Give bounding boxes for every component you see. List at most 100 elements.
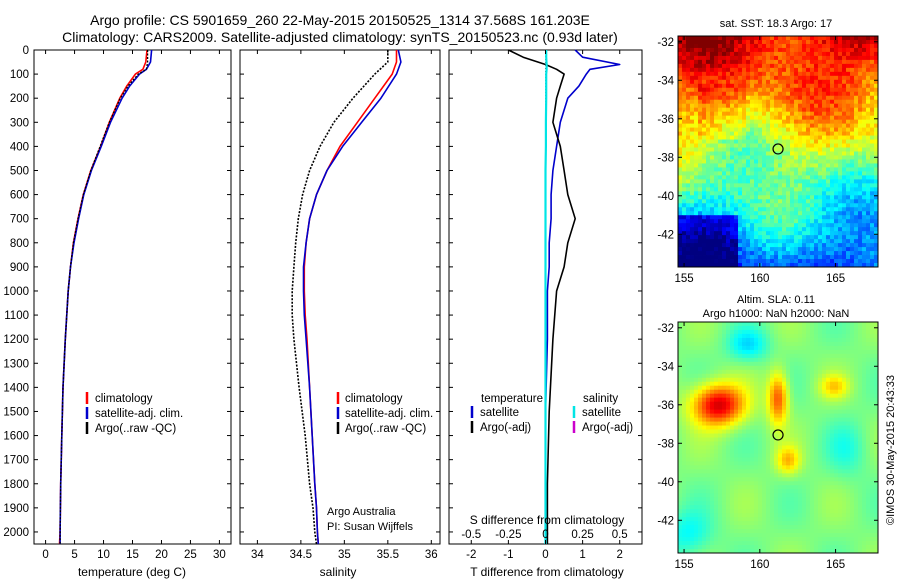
map-cell	[778, 107, 783, 113]
map-cell	[750, 83, 755, 89]
map-cell	[742, 171, 747, 176]
map-cell	[870, 397, 875, 403]
map-cell	[826, 385, 831, 391]
map-cell	[750, 329, 755, 335]
map-cell	[826, 55, 831, 61]
map-cell	[798, 215, 803, 220]
map-cell	[838, 91, 843, 97]
map-cell	[842, 175, 847, 180]
map-cell	[810, 421, 815, 426]
map-cell	[786, 429, 791, 434]
map-cell	[702, 55, 707, 61]
map-cell	[806, 139, 811, 144]
map-cell	[842, 337, 847, 343]
map-cell	[746, 115, 751, 121]
map-cell	[870, 381, 875, 387]
map-cell	[702, 203, 707, 208]
map-cell	[714, 437, 719, 442]
map-cell	[786, 183, 791, 188]
map-cell	[678, 175, 683, 180]
map-cell	[678, 369, 683, 375]
map-cell	[690, 99, 695, 105]
map-cell	[842, 361, 847, 367]
map-cell	[866, 143, 871, 148]
map-cell	[826, 99, 831, 105]
map-cell	[838, 171, 843, 176]
map-cell	[786, 211, 791, 216]
map-cell	[730, 322, 735, 327]
map-cell	[782, 115, 787, 121]
map-cell	[790, 119, 795, 125]
map-cell	[842, 163, 847, 168]
map-cell	[770, 119, 775, 125]
map-cell	[778, 259, 783, 264]
map-cell	[750, 91, 755, 97]
map-cell	[858, 127, 863, 132]
map-cell	[710, 171, 715, 176]
map-cell	[714, 255, 719, 260]
map-cell	[770, 183, 775, 188]
map-cell	[726, 393, 731, 399]
map-cell	[702, 235, 707, 240]
map-cell	[686, 39, 691, 45]
map-cell	[678, 71, 683, 77]
map-cell	[858, 243, 863, 248]
map-cell	[858, 163, 863, 168]
map-cell	[742, 167, 747, 172]
map-cell	[698, 369, 703, 375]
map-cell	[782, 207, 787, 212]
map-cell	[718, 99, 723, 105]
map-cell	[678, 381, 683, 387]
map-cell	[790, 39, 795, 45]
map-cell	[798, 67, 803, 73]
map-cell	[786, 167, 791, 172]
map-cell	[830, 337, 835, 343]
map-cell	[826, 413, 831, 418]
map-cell	[758, 135, 763, 140]
map-cell	[862, 47, 867, 53]
map-cell	[714, 215, 719, 220]
map-cell	[762, 329, 767, 335]
map-cell	[774, 195, 779, 200]
map-cell	[722, 251, 727, 256]
map-cell	[778, 341, 783, 347]
map-cell	[718, 457, 723, 462]
map-cell	[830, 91, 835, 97]
map-cell	[758, 43, 763, 49]
map-cell	[694, 191, 699, 196]
map-cell	[814, 425, 819, 430]
map-cell	[846, 83, 851, 89]
map-cell	[746, 453, 751, 458]
map-cell	[690, 211, 695, 216]
map-cell	[722, 191, 727, 196]
map-cell	[834, 83, 839, 89]
map-cell	[766, 389, 771, 395]
map-cell	[806, 425, 811, 430]
map-cell	[826, 167, 831, 172]
map-cell	[734, 183, 739, 188]
map-cell	[806, 417, 811, 422]
map-cell	[794, 421, 799, 426]
map-cell	[874, 143, 879, 148]
map-cell	[866, 251, 871, 256]
map-cell	[726, 199, 731, 204]
map-cell	[866, 131, 871, 136]
map-cell	[758, 179, 763, 184]
map-cell	[810, 67, 815, 73]
map-cell	[842, 437, 847, 442]
map-cell	[686, 67, 691, 73]
map-cell	[746, 219, 751, 224]
map-cell	[834, 325, 839, 331]
map-cell	[786, 83, 791, 89]
map-cell	[846, 67, 851, 73]
map-cell	[826, 409, 831, 414]
map-cell	[814, 79, 819, 85]
map-cell	[822, 445, 827, 450]
map-cell	[702, 413, 707, 418]
map-cell	[794, 377, 799, 383]
map-cell	[726, 361, 731, 367]
map-cell	[754, 429, 759, 434]
map-cell	[746, 111, 751, 117]
map-cell	[870, 389, 875, 395]
map-cell	[694, 231, 699, 236]
